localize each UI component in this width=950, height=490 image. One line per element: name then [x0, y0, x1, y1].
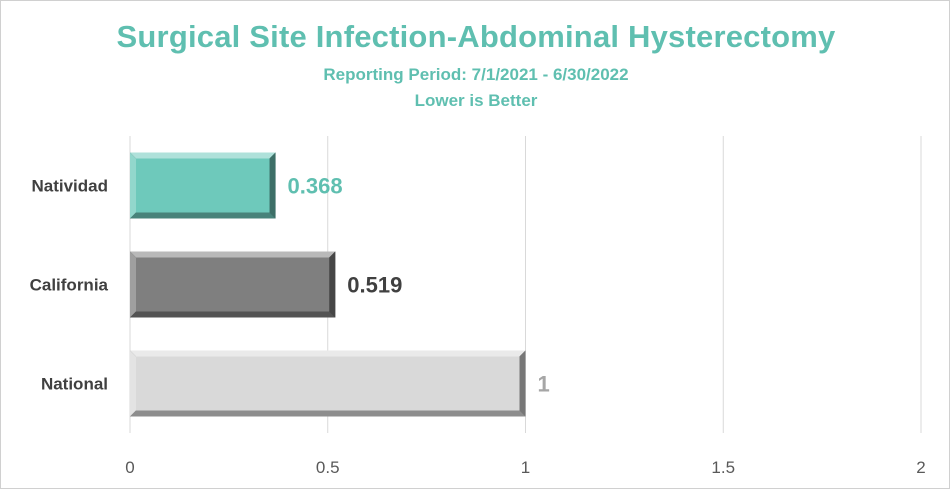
x-tick-label: 0 [125, 458, 134, 477]
value-label-natividad: 0.368 [288, 174, 343, 199]
bar-natividad [130, 152, 276, 219]
chart-subtitle: Reporting Period: 7/1/2021 - 6/30/2022 [323, 65, 629, 84]
bar-national [130, 350, 526, 417]
value-label-national: 1 [538, 372, 550, 397]
category-label-natividad: Natividad [31, 177, 108, 196]
bar-california [130, 251, 336, 318]
x-tick-label: 1 [521, 458, 530, 477]
x-tick-label: 0.5 [316, 458, 340, 477]
chart-title: Surgical Site Infection-Abdominal Hyster… [116, 19, 836, 54]
value-label-california: 0.519 [347, 273, 402, 298]
chart-note: Lower is Better [414, 91, 538, 110]
x-tick-label: 1.5 [711, 458, 735, 477]
category-label-california: California [30, 276, 109, 295]
category-label-national: National [41, 375, 108, 394]
x-tick-label: 2 [916, 458, 925, 477]
